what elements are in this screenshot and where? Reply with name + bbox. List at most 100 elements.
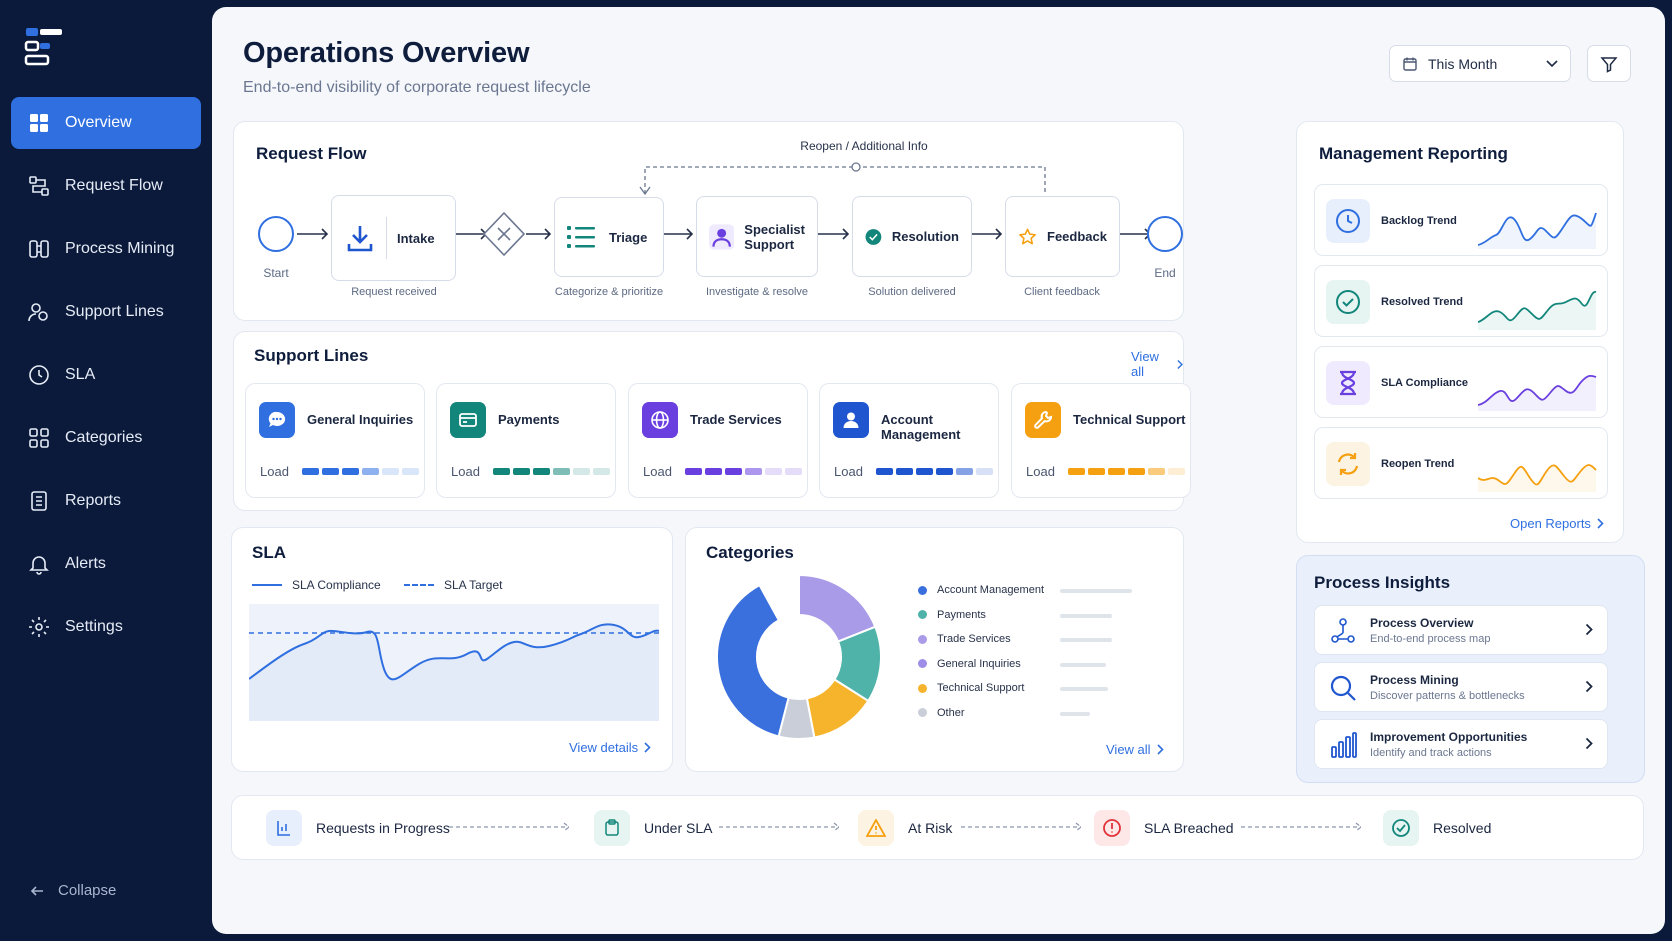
sidebar-item-categories[interactable]: Categories xyxy=(11,412,201,464)
sparkline-line xyxy=(1478,464,1597,486)
sparkline-line xyxy=(1478,212,1597,246)
insight-process-mining[interactable]: Process Mining Discover patterns & bottl… xyxy=(1314,662,1608,712)
sla-compliance-line xyxy=(249,623,659,681)
sidebar-item-label: Categories xyxy=(65,429,143,446)
management-reporting-title: Management Reporting xyxy=(1319,144,1508,163)
support-line-name: Payments xyxy=(498,412,560,427)
payment-card-icon xyxy=(450,402,486,438)
flow-step-triage[interactable]: Triage xyxy=(554,197,664,277)
categories-legend-item: General Inquiries xyxy=(918,658,1021,670)
flow-arrow xyxy=(526,228,552,240)
sidebar-item-alerts[interactable]: Alerts xyxy=(11,538,201,590)
legend-dot xyxy=(918,585,927,595)
status-at-risk[interactable]: At Risk xyxy=(858,810,952,846)
load-bar-segment xyxy=(1108,468,1125,475)
sidebar-item-settings[interactable]: Settings xyxy=(11,601,201,653)
report-trend-item[interactable]: Reopen Trend xyxy=(1314,427,1608,499)
support-line-card[interactable]: General Inquiries Load xyxy=(245,383,425,498)
status-under-sla[interactable]: Under SLA xyxy=(594,810,712,846)
load-bar-segment xyxy=(1128,468,1145,475)
sidebar-item-label: Support Lines xyxy=(65,303,164,320)
trend-sparkline xyxy=(1478,291,1597,330)
support-line-card[interactable]: Trade Services Load xyxy=(628,383,808,498)
sla-view-details[interactable]: View details xyxy=(569,740,651,755)
requests-icon xyxy=(266,810,302,846)
load-bar-segment xyxy=(1168,468,1185,475)
clock-icon xyxy=(29,365,49,385)
sidebar-item-label: Overview xyxy=(65,114,132,131)
load-bar-segment xyxy=(936,468,953,475)
flow-step-specialist-support[interactable]: Specialist Support xyxy=(696,196,818,277)
legend-value-bar xyxy=(1060,638,1112,642)
flow-step-resolution[interactable]: Resolution xyxy=(852,196,972,277)
load-bar-segment xyxy=(322,468,339,475)
open-reports-link[interactable]: Open Reports xyxy=(1510,516,1604,531)
sidebar-item-sla[interactable]: SLA xyxy=(11,349,201,401)
flow-end-label: End xyxy=(1154,266,1176,280)
sla-title: SLA xyxy=(252,543,286,562)
page-title: Operations Overview xyxy=(243,37,530,69)
collapse-button[interactable]: Collapse xyxy=(30,882,116,899)
support-lines-view-all[interactable]: View all xyxy=(1131,349,1183,379)
status-sla-breached[interactable]: SLA Breached xyxy=(1094,810,1234,846)
support-line-name: Trade Services xyxy=(690,412,782,427)
legend-label: Account Management xyxy=(937,584,1045,596)
insight-process-overview[interactable]: Process Overview End-to-end process map xyxy=(1314,605,1608,655)
status-requests-in-progress[interactable]: Requests in Progress xyxy=(266,810,450,846)
chevron-right-icon xyxy=(1597,518,1604,529)
insight-title: Process Overview xyxy=(1370,616,1474,630)
reopen-loop-label: Reopen / Additional Info xyxy=(800,139,928,153)
insight-improvement-opportunities[interactable]: Improvement Opportunities Identify and t… xyxy=(1314,719,1608,769)
period-select[interactable]: This Month xyxy=(1389,45,1571,82)
support-line-card[interactable]: Account Management Load xyxy=(819,383,999,498)
status-label: Under SLA xyxy=(644,820,713,836)
support-line-load-bar xyxy=(685,468,802,475)
support-line-load-bar xyxy=(876,468,993,475)
categories-view-all[interactable]: View all xyxy=(1106,742,1164,757)
request-flow-card: Request Flow Reopen / Additional Info St… xyxy=(233,121,1184,321)
report-trend-item[interactable]: SLA Compliance xyxy=(1314,346,1608,418)
sidebar-item-overview[interactable]: Overview xyxy=(11,97,201,149)
insight-subtitle: Identify and track actions xyxy=(1370,747,1492,759)
sla-compliance-area xyxy=(249,624,659,721)
clipboard-icon xyxy=(594,810,630,846)
status-resolved[interactable]: Resolved xyxy=(1383,810,1491,846)
status-label: SLA Breached xyxy=(1144,820,1234,836)
chat-icon xyxy=(259,402,295,438)
sidebar-item-label: Reports xyxy=(65,492,122,509)
status-connector xyxy=(449,822,570,832)
load-bar-segment xyxy=(785,468,802,475)
load-bar-segment xyxy=(1088,468,1105,475)
donut-slice[interactable] xyxy=(716,583,790,738)
support-line-load-label: Load xyxy=(451,464,480,479)
sidebar-item-reports[interactable]: Reports xyxy=(11,475,201,527)
flow-step-label-line2: Support xyxy=(744,236,795,252)
load-bar-segment xyxy=(956,468,973,475)
sidebar-item-support-lines[interactable]: Support Lines xyxy=(11,286,201,338)
flow-step-feedback[interactable]: Feedback xyxy=(1005,196,1120,277)
load-bar-segment xyxy=(573,468,590,475)
load-bar-segment xyxy=(725,468,742,475)
trend-sparkline xyxy=(1478,464,1597,492)
trend-sparkline xyxy=(1478,374,1597,411)
sidebar-item-process-mining[interactable]: Process Mining xyxy=(11,223,201,275)
support-lines-title: Support Lines xyxy=(254,346,369,365)
report-trend-item[interactable]: Resolved Trend xyxy=(1314,265,1608,337)
categories-icon xyxy=(29,428,49,448)
filter-button[interactable] xyxy=(1587,45,1631,82)
reopen-loop-connector xyxy=(639,162,1046,196)
flow-step-intake[interactable]: Intake xyxy=(331,195,456,281)
categories-donut-chart xyxy=(716,573,882,740)
decision-gateway-icon xyxy=(482,211,526,257)
load-bar-segment xyxy=(533,468,550,475)
collapse-label: Collapse xyxy=(58,882,117,899)
support-line-card[interactable]: Payments Load xyxy=(436,383,616,498)
categories-legend-item: Payments xyxy=(918,609,986,621)
categories-legend-item: Account Management xyxy=(918,584,1044,596)
report-trend-item[interactable]: Backlog Trend xyxy=(1314,184,1608,256)
sidebar-item-request-flow[interactable]: Request Flow xyxy=(11,160,201,212)
support-line-card[interactable]: Technical Support Load xyxy=(1011,383,1191,498)
categories-legend-item: Technical Support xyxy=(918,682,1024,694)
sla-legend-target: SLA Target xyxy=(404,578,503,592)
request-flow-title: Request Flow xyxy=(256,144,367,163)
